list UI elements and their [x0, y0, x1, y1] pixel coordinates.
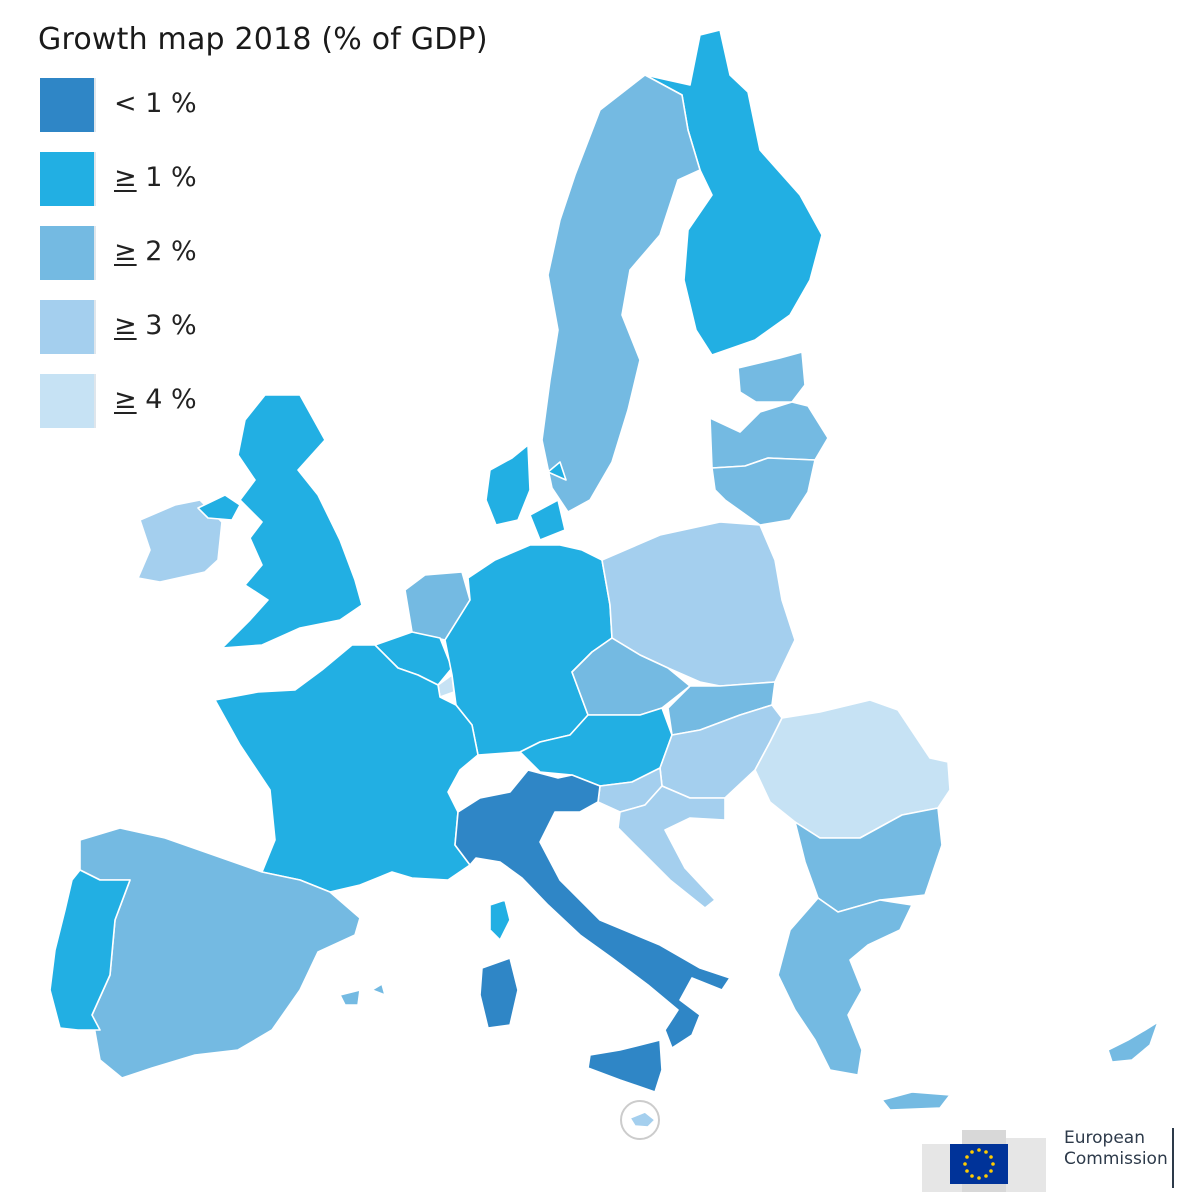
region-greece[interactable]: [777, 897, 951, 1111]
legend-prefix: ≥: [114, 162, 137, 193]
legend-label: ≥ 4 %: [114, 384, 197, 415]
region-estonia[interactable]: [737, 351, 806, 403]
region-uk[interactable]: [197, 394, 363, 649]
legend-value: 1 %: [145, 162, 197, 193]
region-croatia[interactable]: [617, 785, 726, 909]
region-lithuania[interactable]: [711, 457, 816, 526]
region-sweden[interactable]: [541, 74, 701, 513]
legend-value: 1 %: [145, 88, 197, 119]
region-cyprus[interactable]: [1107, 1021, 1159, 1063]
region-spain[interactable]: [79, 827, 386, 1079]
legend-prefix: ≥: [114, 384, 137, 415]
ec-wordmark-line2: Commission: [1064, 1149, 1168, 1169]
region-finland[interactable]: [644, 29, 823, 356]
legend-swatch: [40, 78, 96, 132]
map-title: Growth map 2018 (% of GDP): [38, 22, 488, 57]
region-italy[interactable]: [454, 769, 731, 1093]
legend-label: < 1 %: [114, 88, 197, 119]
legend-value: 2 %: [145, 236, 197, 267]
region-portugal[interactable]: [49, 869, 131, 1031]
region-denmark[interactable]: [485, 444, 567, 541]
legend-prefix: ≥: [114, 236, 137, 267]
ec-wordmark: European Commission: [1064, 1128, 1168, 1170]
legend-swatch: [40, 226, 96, 280]
legend-swatch: [40, 152, 96, 206]
legend-swatch: [40, 374, 96, 428]
legend-label: ≥ 1 %: [114, 162, 197, 193]
berlaymont-icon: [922, 1128, 1174, 1192]
legend-label: ≥ 3 %: [114, 310, 197, 341]
legend-prefix: ≥: [114, 310, 137, 341]
legend-label: ≥ 2 %: [114, 236, 197, 267]
legend-prefix: <: [114, 88, 137, 119]
region-malta[interactable]: [629, 1111, 656, 1128]
legend-swatch: [40, 300, 96, 354]
malta-highlight-ring: [620, 1100, 660, 1140]
ec-wordmark-line1: European: [1064, 1128, 1145, 1148]
region-ireland[interactable]: [137, 499, 223, 583]
legend-value: 3 %: [145, 310, 197, 341]
european-commission-logo: [922, 1124, 1184, 1192]
legend-value: 4 %: [145, 384, 197, 415]
region-bulgaria[interactable]: [794, 807, 943, 913]
